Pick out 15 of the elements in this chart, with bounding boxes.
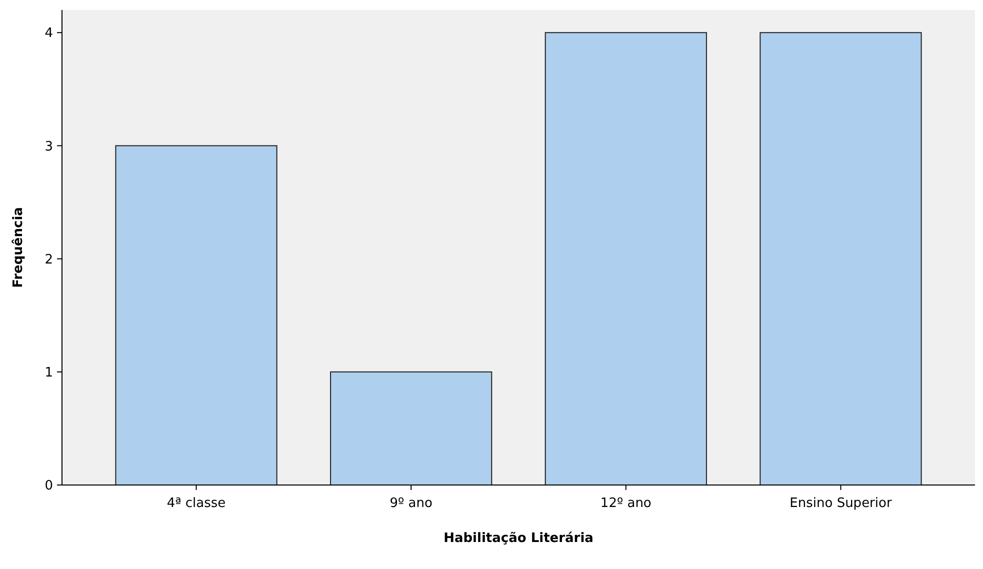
x-tick-label: 9º ano [390,496,432,511]
y-axis-title: Frequência [11,207,26,288]
x-tick-label: Ensino Superior [790,496,892,511]
bar [544,32,707,486]
y-tick-label: 1 [44,365,53,380]
x-tick-label: 12º ano [600,496,652,511]
y-tick-label: 2 [44,252,53,268]
bar [760,32,922,486]
y-tick-label: 4 [44,26,53,42]
x-tick-label: 4ª classe [166,496,226,511]
x-axis-title: Habilitação Literária [444,531,594,546]
y-tick-label: 3 [44,139,53,154]
bar [330,371,492,486]
bar [115,145,278,486]
y-tick-label: 0 [44,478,53,494]
